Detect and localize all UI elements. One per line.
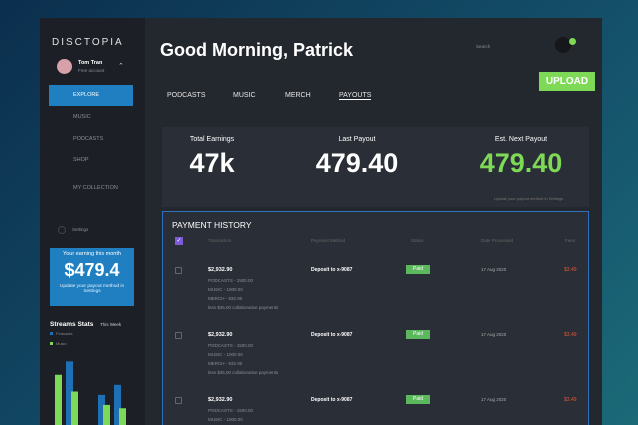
legend-label: Podcasts (56, 331, 72, 336)
detail: MUSIC - 1000.00 (208, 352, 243, 357)
method: Deposit to x-9087 (311, 397, 353, 403)
tab[interactable]: MUSIC (233, 92, 256, 99)
method: Deposit to x-9087 (311, 267, 353, 273)
user-name: Tom Tran (78, 60, 103, 66)
user-menu[interactable]: ⌃ (118, 63, 124, 70)
user-plan: Free account (78, 68, 105, 73)
bar (119, 408, 126, 425)
fee: $3.49 (564, 332, 577, 338)
logo: DISCTOPIA (52, 37, 124, 48)
tab[interactable]: PODCASTS (167, 92, 206, 99)
stats-title: Streams Stats (50, 321, 94, 328)
column-header: Date Processed (481, 238, 514, 243)
detail: MERCH - 932.90 (208, 361, 243, 366)
legend-label: Music (56, 341, 66, 346)
bar (66, 361, 73, 425)
detail: less $35.00 collaborative payments (208, 305, 279, 310)
nav-item[interactable]: EXPLORE (49, 85, 133, 106)
row-checkbox[interactable] (175, 397, 182, 404)
stat-label: Est. Next Payout (494, 136, 548, 143)
bar (103, 404, 110, 425)
legend-swatch (50, 342, 53, 345)
promo-amount: $479.4 (64, 260, 120, 280)
column-header: Status (411, 238, 424, 243)
stat-label: Last Payout (338, 136, 376, 143)
row-checkbox[interactable] (175, 267, 182, 274)
bar (114, 384, 121, 425)
fee: $3.49 (564, 397, 577, 403)
method: Deposit to x-9087 (311, 332, 353, 338)
tab[interactable]: MERCH (285, 92, 311, 99)
stat-value: 47k (189, 148, 235, 178)
status: Paid (406, 330, 430, 339)
stat-value: 479.40 (479, 148, 563, 178)
detail: MERCH - 932.90 (208, 296, 243, 301)
select-all[interactable]: ✓ (175, 237, 183, 245)
stat-label: Total Earnings (189, 136, 235, 143)
stats-note: Update your payout method in Settings (494, 196, 564, 201)
column-header: Payment Method (311, 238, 346, 243)
bar (71, 391, 78, 425)
stats-period[interactable]: This Week (100, 322, 122, 327)
stats-card (162, 127, 589, 207)
promo-title: Your earning this month (63, 251, 121, 257)
payment-panel (162, 211, 589, 425)
date: 17 Aug 2020 (481, 267, 507, 272)
bar (98, 394, 105, 425)
bar (55, 374, 62, 425)
date: 17 Aug 2020 (481, 397, 507, 402)
upload-button[interactable]: UPLOAD (539, 72, 595, 91)
streams-chart: Podcasts Music (50, 331, 126, 425)
detail: less $35.00 collaborative payments (208, 370, 279, 375)
settings-icon (58, 226, 66, 234)
avatar (57, 59, 72, 74)
status: Paid (406, 265, 430, 274)
amount: $2,932.90 (208, 267, 233, 273)
detail: PODCASTS - 1500.00 (208, 408, 254, 413)
search[interactable]: Search (476, 44, 491, 49)
bell[interactable] (555, 37, 571, 53)
nav-item[interactable]: SHOP (73, 157, 89, 163)
detail: MUSIC - 1000.00 (208, 287, 243, 292)
stat-value: 479.40 (315, 148, 399, 178)
nav-item[interactable]: PODCASTS (73, 136, 104, 142)
row-checkbox[interactable] (175, 332, 182, 339)
notification-badge (569, 38, 576, 45)
detail: PODCASTS - 1500.00 (208, 278, 254, 283)
column-header: Fees (565, 238, 576, 243)
amount: $2,932.90 (208, 332, 233, 338)
promo-note: Update your payout method in Settings (59, 284, 125, 294)
legend-swatch (50, 332, 53, 335)
fee: $3.49 (564, 267, 577, 273)
date: 17 Aug 2020 (481, 332, 507, 337)
status: Paid (406, 395, 430, 404)
detail: MUSIC - 1000.00 (208, 417, 243, 422)
settings[interactable]: Settings (72, 227, 89, 232)
detail: PODCASTS - 1500.00 (208, 343, 254, 348)
nav-item[interactable]: MY COLLECTION (73, 185, 118, 191)
amount: $2,932.90 (208, 397, 233, 403)
column-header: Transaction (208, 238, 232, 243)
panel-title: PAYMENT HISTORY (172, 220, 252, 230)
nav-item[interactable]: MUSIC (73, 114, 91, 120)
greeting: Good Morning, Patrick (160, 40, 354, 60)
promo-card (50, 248, 134, 306)
tab[interactable]: PAYOUTS (339, 92, 372, 100)
